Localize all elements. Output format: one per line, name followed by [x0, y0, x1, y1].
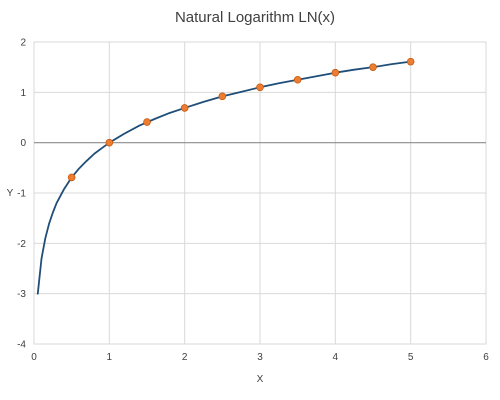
series	[36, 57, 415, 295]
data-point-marker	[143, 118, 151, 126]
y-tick-label: -3	[17, 289, 26, 300]
y-tick-label: -2	[17, 239, 26, 250]
data-point-marker	[105, 138, 114, 147]
data-point-marker	[218, 92, 227, 101]
data-point-marker	[256, 83, 264, 92]
y-axis-label: Y	[7, 188, 14, 199]
x-tick-label: 4	[333, 352, 339, 363]
data-point-marker	[331, 68, 340, 77]
x-tick-label: 3	[257, 352, 263, 363]
plot-area-frame	[33, 41, 487, 345]
x-tick-label: 6	[483, 352, 489, 363]
data-point-marker	[406, 57, 415, 66]
y-tick-label: 0	[20, 138, 26, 149]
y-tick-label: 1	[20, 88, 26, 99]
y-tick-label: -4	[17, 340, 26, 351]
x-tick-label: 0	[31, 352, 37, 363]
x-tick-label: 5	[408, 352, 414, 363]
y-tick-label: 2	[20, 38, 26, 49]
data-point-marker	[67, 173, 76, 182]
x-tick-label: 1	[107, 352, 113, 363]
data-point-marker	[369, 63, 377, 71]
data-point-marker	[180, 104, 189, 112]
x-axis-label: X	[257, 374, 264, 385]
y-tick-label: -1	[17, 189, 26, 200]
data-point-marker	[293, 75, 302, 84]
x-tick-labels: 0 1 2 3 4 5 6	[31, 352, 489, 363]
y-tick-labels: 2 1 0 -1 -2 -3 -4	[17, 38, 26, 351]
chart-title: Natural Logarithm LN(x)	[175, 9, 335, 26]
x-tick-label: 2	[182, 352, 188, 363]
